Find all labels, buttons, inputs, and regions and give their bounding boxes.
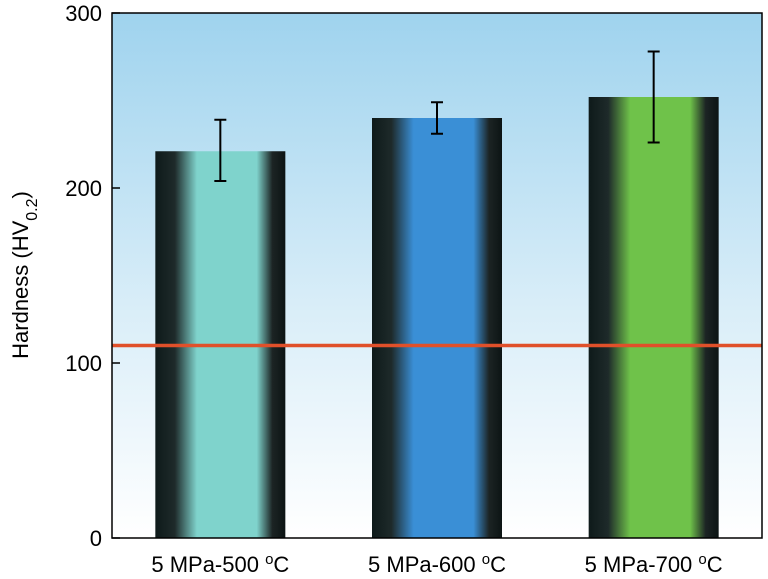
category-label-3: 5 MPa-700 oC [585, 551, 723, 578]
error-bars-layer [214, 50, 660, 182]
x-axis-category-labels: 5 MPa-500 oC 5 MPa-600 oC 5 MPa-700 oC [151, 551, 722, 578]
error-bar-1 [214, 118, 227, 182]
y-axis-title: Hardness (HV0.2) [8, 191, 41, 359]
bars-layer [155, 97, 719, 538]
bar-3 [588, 97, 719, 538]
bar-2 [372, 118, 502, 538]
y-tick-label: 100 [65, 351, 102, 376]
y-axis-title-close: ) [8, 191, 33, 198]
plot-frame [111, 12, 763, 539]
category-label-2: 5 MPa-600 oC [368, 551, 506, 578]
y-axis-title-main: Hardness (HV [8, 220, 33, 358]
y-tick-label: 0 [90, 526, 102, 551]
error-bar-2 [431, 101, 443, 135]
error-bar-3 [647, 50, 660, 144]
y-tick-label: 300 [65, 1, 102, 26]
y-axis-title-subscript: 0.2 [24, 198, 41, 220]
category-label-1: 5 MPa-500 oC [151, 551, 289, 578]
y-tick-label: 200 [65, 176, 102, 201]
y-axis-ticks: 0 100 200 300 [65, 1, 120, 551]
